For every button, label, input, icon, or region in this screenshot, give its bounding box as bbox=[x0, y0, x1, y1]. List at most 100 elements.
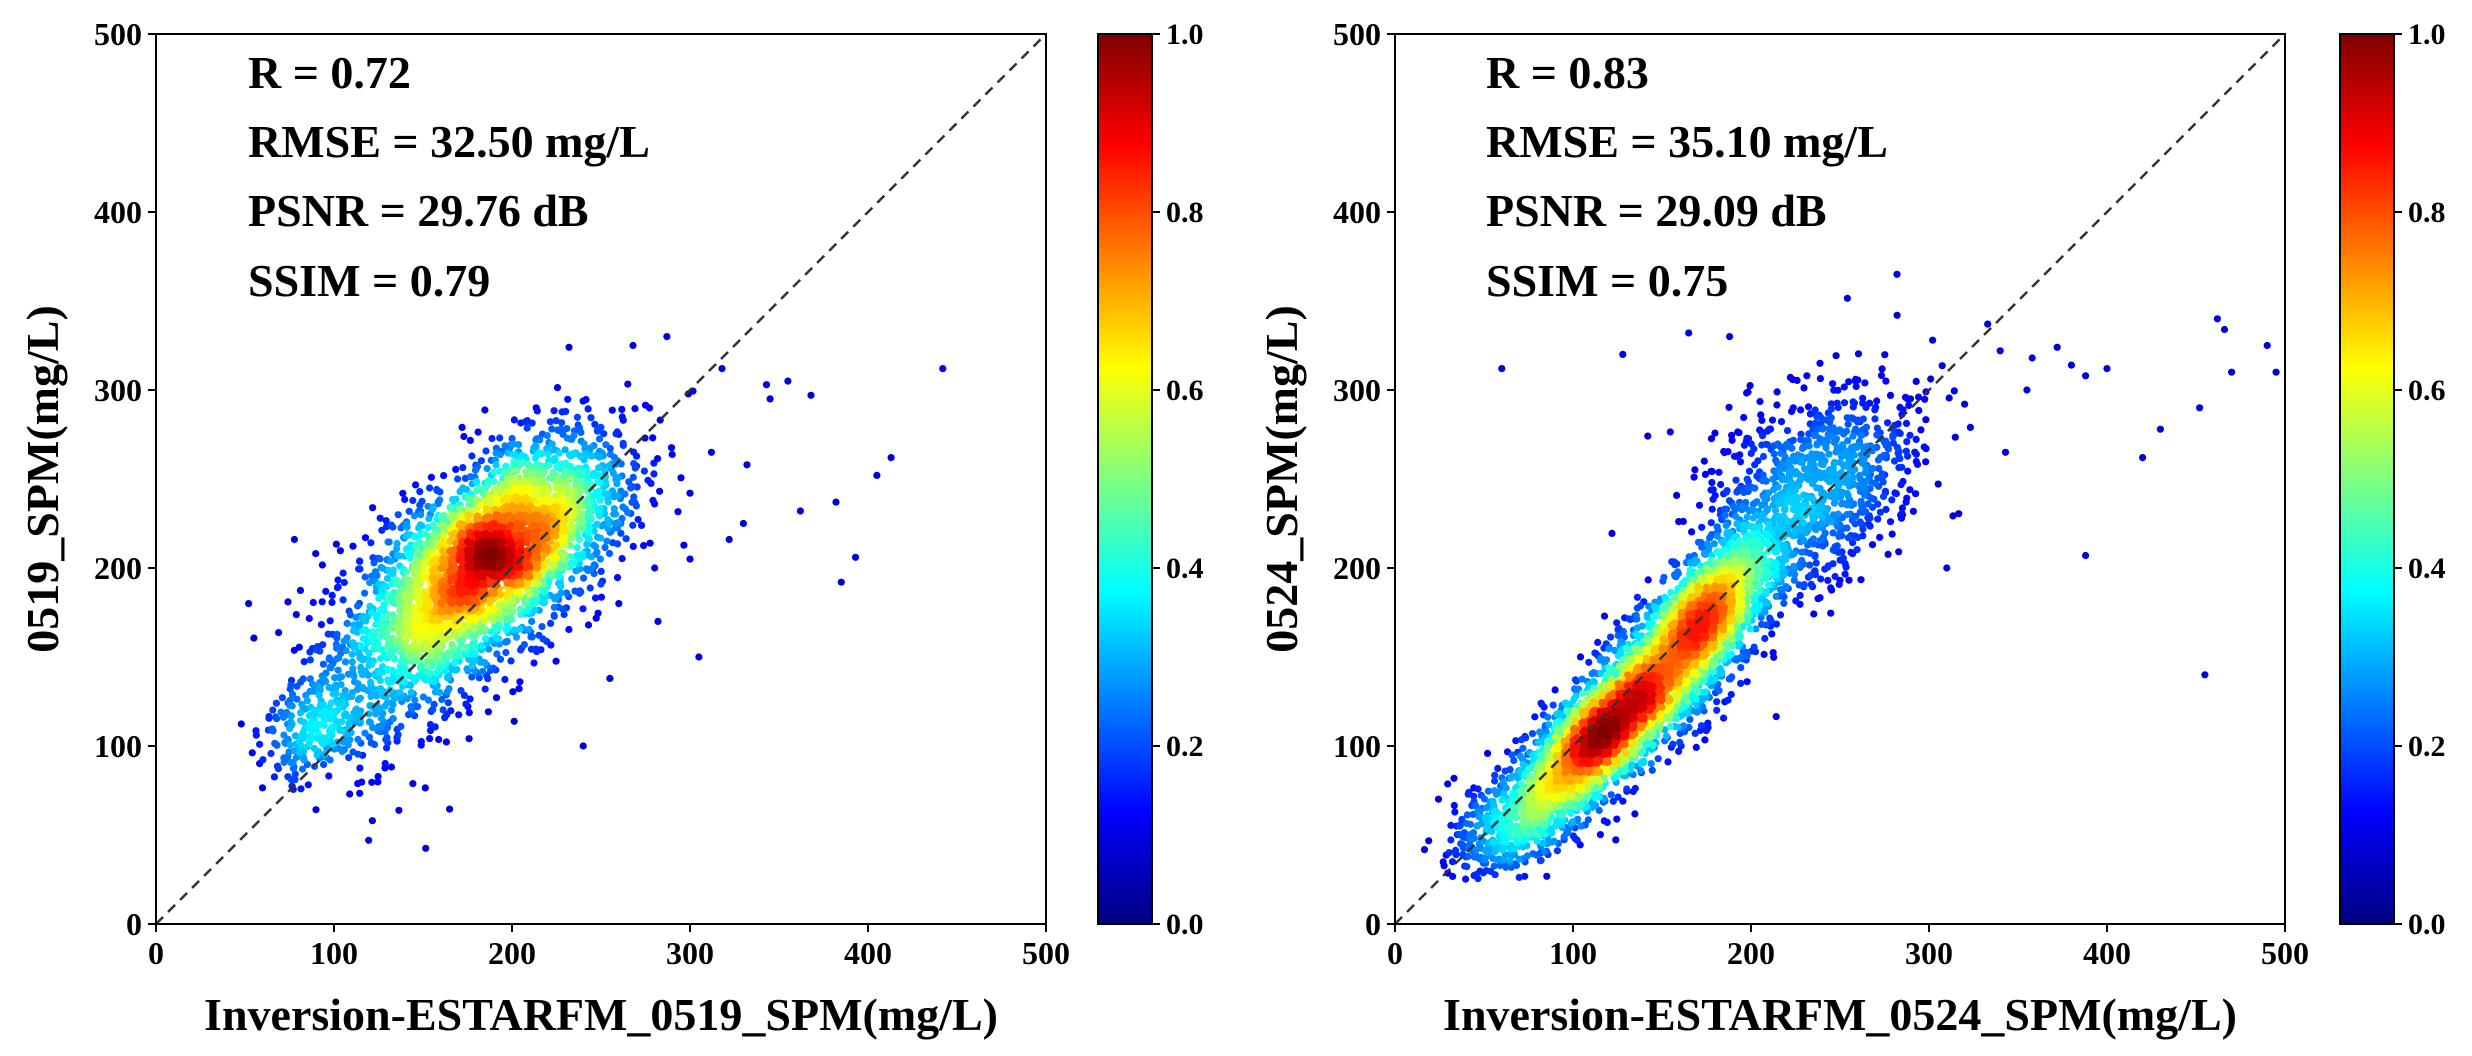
data-point bbox=[566, 541, 574, 549]
data-point bbox=[1450, 774, 1458, 782]
data-point bbox=[448, 665, 456, 673]
data-point bbox=[1874, 515, 1882, 523]
data-point bbox=[1609, 797, 1617, 805]
data-point bbox=[488, 434, 496, 443]
data-point bbox=[1596, 831, 1604, 839]
data-point bbox=[584, 621, 593, 629]
data-point bbox=[1929, 336, 1937, 344]
data-point bbox=[367, 678, 375, 687]
data-point bbox=[1810, 610, 1818, 618]
data-point bbox=[1876, 453, 1885, 461]
data-point bbox=[465, 511, 474, 519]
data-point bbox=[1619, 350, 1627, 358]
data-point bbox=[1466, 820, 1474, 828]
data-point bbox=[680, 541, 688, 549]
data-point bbox=[649, 496, 657, 504]
data-point bbox=[557, 581, 565, 590]
data-point bbox=[314, 729, 322, 737]
data-point bbox=[452, 465, 460, 473]
data-point bbox=[421, 784, 429, 792]
data-point bbox=[1857, 431, 1865, 439]
data-point bbox=[431, 669, 440, 677]
data-point bbox=[1721, 511, 1729, 520]
data-point bbox=[610, 505, 618, 513]
data-point bbox=[471, 631, 480, 640]
data-point bbox=[1857, 451, 1865, 459]
data-point bbox=[1722, 521, 1730, 530]
colorbar-tick-label: 0.0 bbox=[1166, 908, 1204, 941]
data-point bbox=[1814, 595, 1822, 603]
data-point bbox=[477, 642, 485, 650]
data-point bbox=[479, 667, 487, 676]
data-point bbox=[1700, 457, 1708, 465]
data-point bbox=[1856, 471, 1864, 480]
data-point bbox=[296, 586, 305, 595]
data-point bbox=[252, 727, 260, 735]
data-point bbox=[1631, 784, 1639, 793]
data-point bbox=[383, 699, 391, 707]
data-point bbox=[341, 712, 349, 720]
data-point bbox=[564, 395, 572, 403]
data-point bbox=[1886, 518, 1895, 526]
data-point bbox=[1619, 797, 1627, 805]
data-point bbox=[1912, 435, 1920, 443]
data-point bbox=[1676, 729, 1684, 738]
x-tick-label: 100 bbox=[310, 935, 358, 971]
data-point bbox=[1851, 532, 1859, 540]
data-point bbox=[1844, 437, 1852, 445]
data-point bbox=[589, 541, 598, 549]
data-point bbox=[278, 694, 286, 702]
data-point bbox=[348, 650, 356, 658]
data-point bbox=[1664, 758, 1672, 766]
data-point bbox=[1849, 398, 1857, 406]
data-point bbox=[541, 514, 549, 522]
data-point bbox=[397, 524, 405, 532]
data-point bbox=[471, 617, 480, 625]
data-point bbox=[411, 640, 419, 648]
data-point bbox=[387, 763, 396, 771]
data-point bbox=[1829, 529, 1837, 537]
data-point bbox=[1523, 852, 1531, 860]
data-point bbox=[1477, 820, 1485, 828]
data-point bbox=[582, 565, 591, 573]
data-point bbox=[1750, 500, 1758, 508]
data-point bbox=[1738, 503, 1746, 511]
data-point bbox=[331, 674, 339, 682]
data-point bbox=[1813, 413, 1821, 421]
data-point bbox=[568, 435, 576, 443]
data-point bbox=[619, 416, 627, 424]
data-point bbox=[613, 574, 622, 582]
data-point bbox=[1510, 756, 1518, 765]
data-point bbox=[784, 377, 792, 385]
data-point bbox=[512, 633, 521, 641]
data-point bbox=[571, 587, 579, 595]
data-point bbox=[486, 604, 494, 612]
data-point bbox=[1481, 856, 1489, 864]
data-point bbox=[579, 742, 587, 750]
data-point bbox=[419, 626, 427, 634]
data-point bbox=[417, 511, 425, 519]
data-point bbox=[245, 600, 253, 608]
data-point bbox=[1770, 467, 1778, 475]
data-point bbox=[557, 425, 565, 433]
x-tick-label: 400 bbox=[844, 935, 892, 971]
data-point bbox=[405, 507, 413, 515]
data-point bbox=[306, 687, 314, 696]
data-point bbox=[1796, 591, 1804, 600]
data-point bbox=[511, 476, 520, 484]
data-point bbox=[1633, 593, 1641, 601]
data-point bbox=[1528, 730, 1537, 738]
data-point bbox=[1521, 872, 1529, 880]
data-point bbox=[409, 496, 417, 505]
data-point bbox=[548, 572, 557, 580]
data-point bbox=[541, 587, 549, 595]
data-point bbox=[1623, 785, 1631, 793]
data-point bbox=[1878, 365, 1886, 373]
data-point bbox=[552, 417, 560, 425]
data-point bbox=[1538, 700, 1546, 709]
data-point bbox=[1844, 534, 1852, 542]
data-point bbox=[584, 405, 592, 413]
data-point bbox=[369, 629, 377, 637]
data-point bbox=[832, 498, 840, 506]
data-point bbox=[405, 576, 413, 584]
